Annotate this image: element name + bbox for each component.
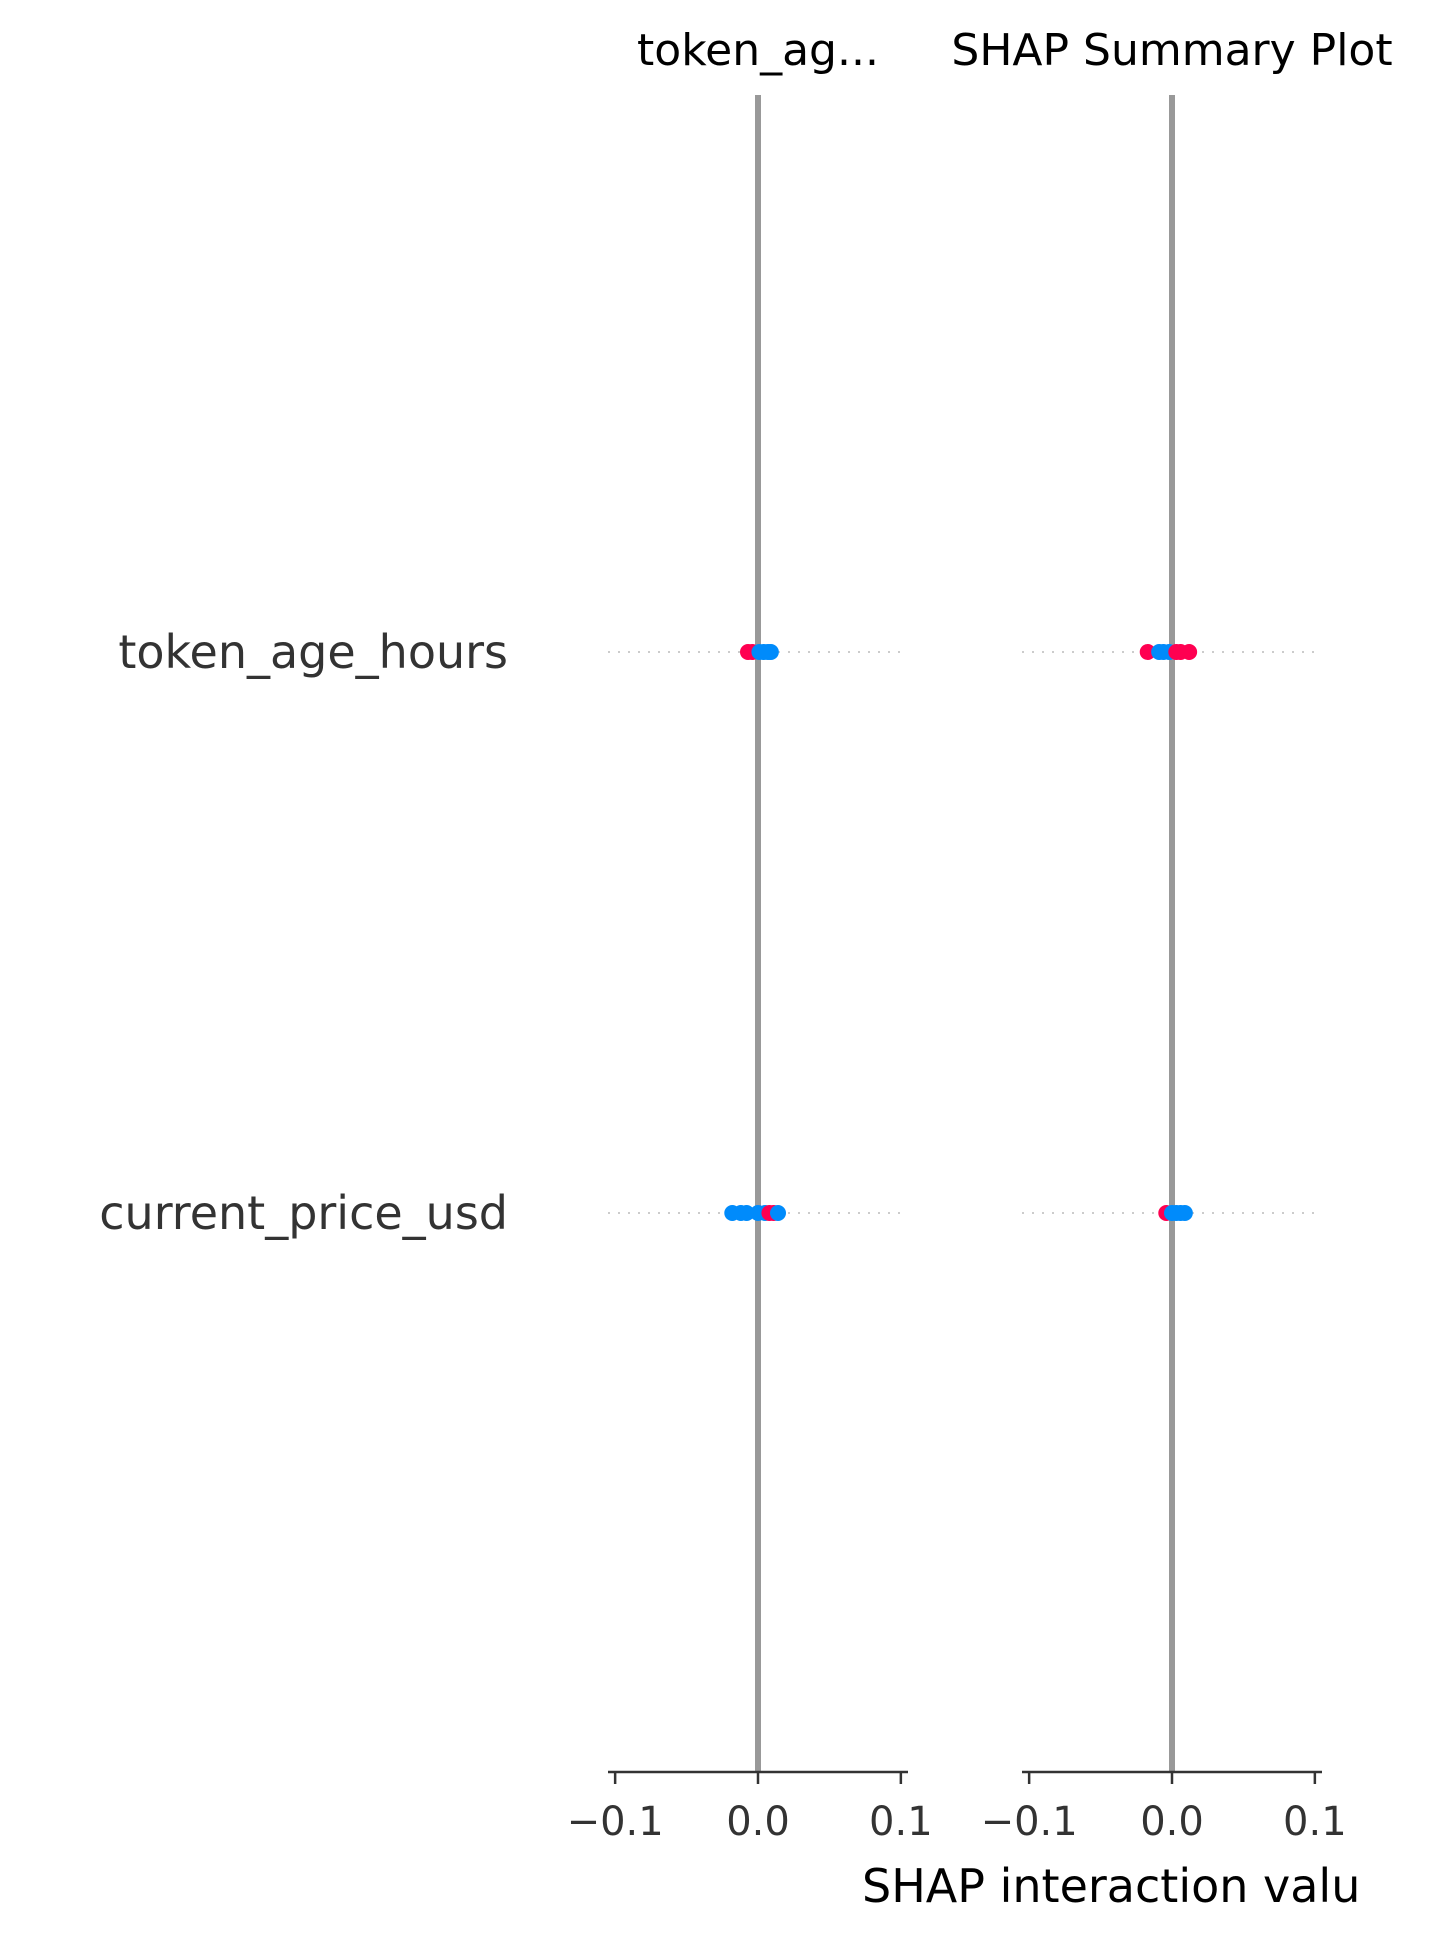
- panel-2-point-token_age_hours-6: [1181, 644, 1198, 660]
- panel-2-point-current_price_usd-4: [1176, 1205, 1193, 1221]
- panel-2-x-tick-label-1: 0.0: [1140, 1799, 1204, 1845]
- panel-1-x-tick-label-0: −0.1: [567, 1799, 664, 1845]
- panel-1-title: token_ag...: [637, 25, 879, 76]
- feature-label-current_price_usd: current_price_usd: [99, 1186, 508, 1240]
- panel-1-point-current_price_usd-2: [738, 1205, 755, 1221]
- panel-2-title: SHAP Summary Plot: [951, 25, 1392, 76]
- panel-1-point-current_price_usd-7: [770, 1205, 786, 1221]
- panel-1-x-tick-label-1: 0.0: [726, 1799, 790, 1845]
- x-axis-label: SHAP interaction valu: [862, 1859, 1360, 1913]
- panel-1-x-tick-label-2: 0.1: [869, 1799, 933, 1845]
- panel-2-point-token_age_hours-0: [1139, 644, 1156, 660]
- panel-2-x-tick-label-2: 0.1: [1283, 1799, 1347, 1845]
- panel-2-x-tick-label-0: −0.1: [981, 1799, 1078, 1845]
- panel-1-point-token_age_hours-5: [762, 644, 779, 660]
- feature-label-token_age_hours: token_age_hours: [118, 625, 508, 679]
